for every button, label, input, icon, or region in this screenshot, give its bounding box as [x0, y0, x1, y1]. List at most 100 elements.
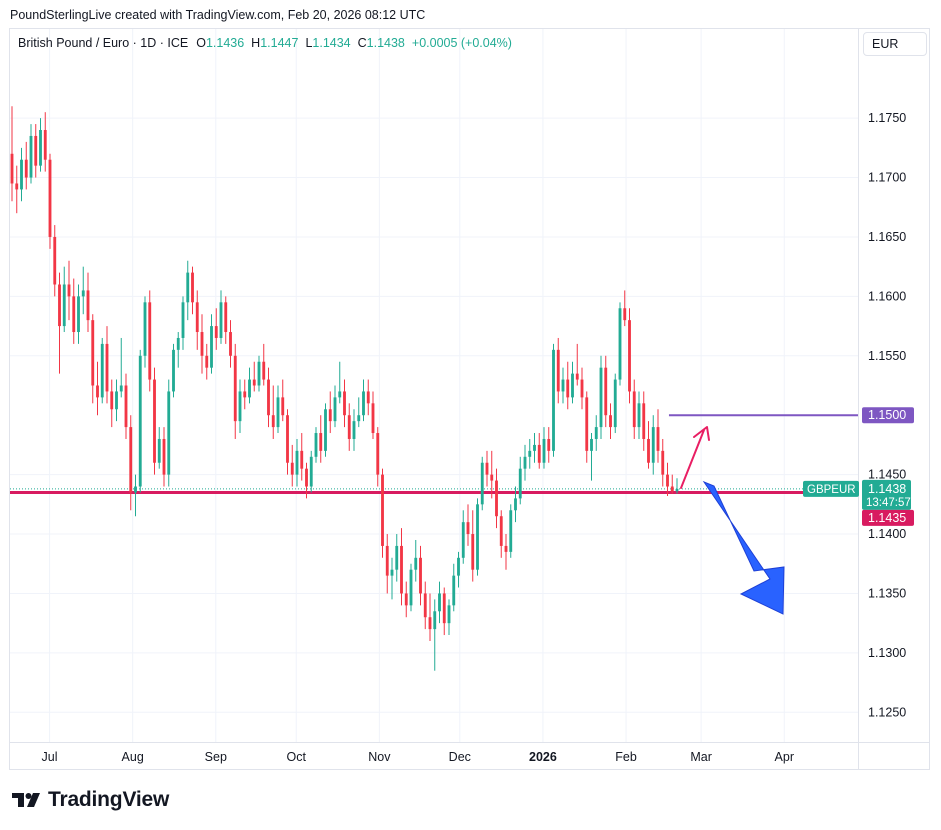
- candle: [471, 510, 475, 582]
- candle: [623, 290, 627, 327]
- candle: [414, 539, 418, 582]
- candle: [314, 427, 318, 463]
- candle-body: [514, 498, 517, 511]
- chart-credit: PoundSterlingLive created with TradingVi…: [10, 8, 426, 22]
- candle-body: [200, 332, 204, 356]
- candle: [594, 415, 598, 451]
- candle: [276, 385, 280, 434]
- candle-body: [661, 450, 665, 475]
- candle: [200, 314, 204, 374]
- candle-body: [205, 355, 209, 368]
- candle: [29, 124, 33, 184]
- candle: [77, 284, 80, 344]
- candle-body: [485, 462, 489, 475]
- currency-selector[interactable]: EUR: [863, 32, 927, 56]
- candle-body: [518, 468, 522, 499]
- candle-body: [447, 605, 451, 624]
- candle-body: [585, 397, 589, 451]
- axes: 1.17501.17001.16501.16001.15501.14501.14…: [10, 29, 929, 769]
- tradingview-logo[interactable]: TradingView: [12, 788, 169, 812]
- candle: [371, 391, 375, 439]
- candle: [461, 510, 465, 564]
- candle-body: [466, 522, 470, 535]
- close-label: C: [357, 36, 367, 50]
- support-price-text: 1.1435: [868, 511, 906, 525]
- candle: [656, 409, 660, 463]
- candle-body: [162, 438, 166, 475]
- candle-body: [290, 462, 294, 475]
- candle: [252, 361, 256, 392]
- candle: [352, 409, 356, 451]
- candle: [400, 528, 403, 606]
- candle-body: [604, 367, 608, 416]
- candle-body: [575, 373, 579, 380]
- candle: [343, 379, 346, 428]
- candle-body: [77, 296, 80, 333]
- candle: [143, 296, 147, 368]
- candle-body: [105, 343, 109, 392]
- candle: [490, 450, 494, 499]
- candle-body: [471, 534, 475, 570]
- candle-body: [675, 488, 679, 492]
- candle: [466, 504, 470, 546]
- change-value: +0.0005 (+0.04%): [411, 36, 512, 50]
- candle-body: [314, 433, 318, 457]
- candle-body: [271, 415, 275, 428]
- candle-body: [480, 462, 484, 505]
- support-price-tag: [862, 509, 914, 526]
- candle-body: [670, 486, 674, 492]
- candle: [224, 296, 228, 344]
- candle-body: [580, 379, 584, 398]
- candle-body: [442, 593, 446, 624]
- candle: [514, 486, 517, 523]
- candle: [34, 124, 38, 178]
- level-price-text: 1.1500: [868, 408, 906, 422]
- candle-body: [499, 516, 503, 546]
- candle-body: [86, 290, 90, 321]
- candle-body: [533, 444, 536, 451]
- candle-body: [504, 545, 508, 552]
- candle: [637, 391, 641, 439]
- candle-body: [423, 593, 427, 618]
- low-label: L: [305, 36, 313, 50]
- candle: [324, 403, 327, 457]
- candle: [338, 361, 342, 404]
- candle: [599, 355, 603, 439]
- candle: [476, 498, 479, 576]
- candle: [191, 266, 194, 315]
- candle: [675, 478, 679, 494]
- candle-body: [305, 468, 308, 487]
- candle: [48, 153, 52, 249]
- x-tick-label: Mar: [690, 750, 712, 764]
- candle: [647, 421, 650, 469]
- candle-body: [381, 474, 384, 546]
- candle: [172, 343, 175, 398]
- y-tick-label: 1.1700: [868, 171, 906, 185]
- candle-body: [623, 308, 627, 321]
- candle-body: [72, 296, 76, 333]
- candle-body: [119, 385, 123, 392]
- candle-body: [81, 290, 85, 297]
- candle: [357, 397, 361, 428]
- candle: [24, 141, 28, 190]
- candle: [495, 468, 498, 529]
- candle: [176, 332, 180, 368]
- candle: [115, 379, 118, 422]
- candle: [670, 474, 674, 494]
- candle: [20, 147, 23, 202]
- candle-body: [34, 135, 38, 166]
- candle: [195, 290, 199, 350]
- candle-body: [10, 153, 14, 184]
- symbol-legend: British Pound / Euro · 1D · ICE O1.1436 H1…: [18, 36, 519, 50]
- x-tick-label: Apr: [775, 750, 794, 764]
- candle-body: [252, 379, 256, 386]
- candle: [286, 409, 289, 475]
- candle: [229, 320, 232, 368]
- candle-body: [219, 302, 223, 338]
- candle: [618, 302, 622, 386]
- countdown-text: 13:47:57: [866, 497, 911, 509]
- candle-body: [110, 391, 114, 410]
- candle-body: [385, 545, 389, 576]
- candle-body: [647, 438, 650, 463]
